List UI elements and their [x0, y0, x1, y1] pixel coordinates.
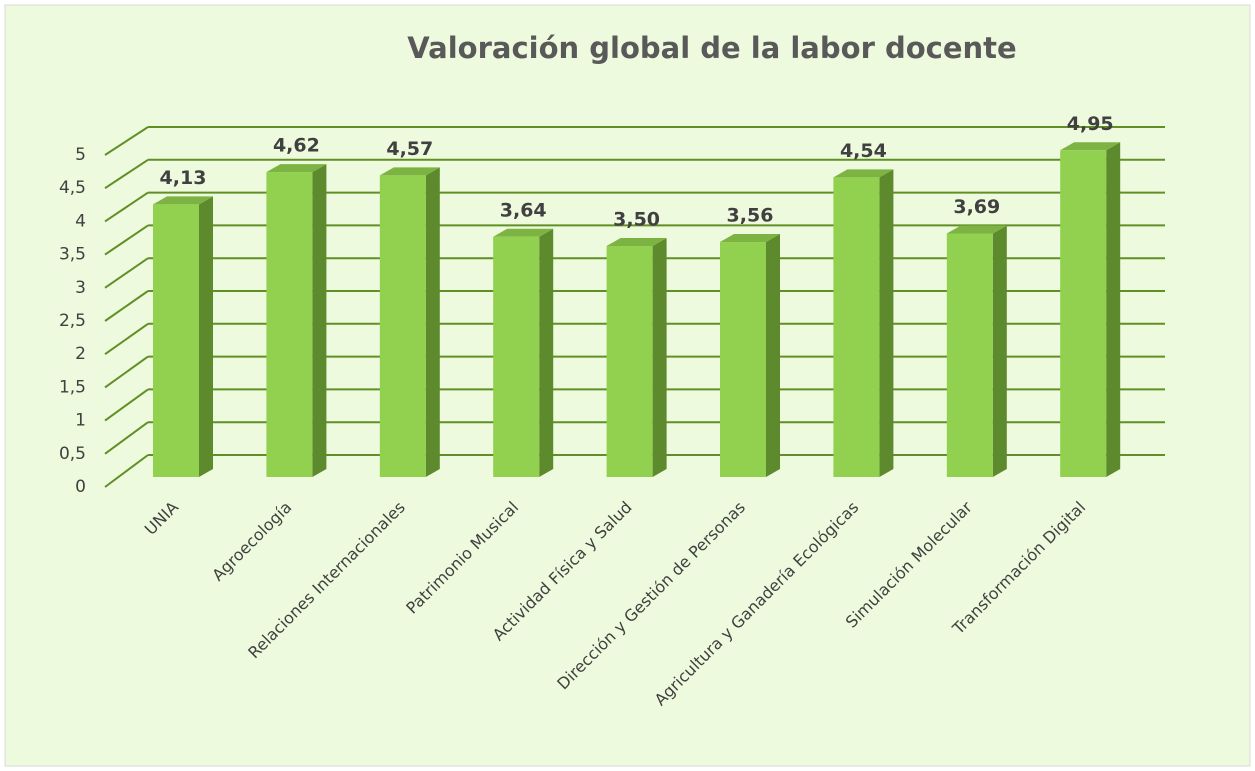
value-label: 3,56	[727, 205, 774, 227]
grid-line-side	[104, 454, 149, 488]
y-tick-label: 3	[75, 278, 86, 298]
value-label: 4,62	[273, 135, 320, 157]
bar	[720, 242, 766, 477]
grid-line-side	[104, 355, 149, 389]
grid-line-side	[104, 126, 149, 156]
value-label: 3,69	[953, 196, 1000, 218]
bar-side	[199, 196, 213, 478]
bar-top	[266, 164, 327, 173]
y-tick-label: 2,5	[59, 311, 86, 331]
bar-side	[766, 234, 780, 477]
bar-top	[379, 167, 440, 176]
bar-side	[652, 238, 667, 477]
bar-top	[153, 196, 213, 205]
y-tick-label: 4	[75, 211, 86, 231]
grid-line-side	[104, 257, 149, 289]
value-label: 4,13	[160, 167, 207, 189]
bar-side	[992, 225, 1007, 477]
y-tick-label: 3,5	[59, 245, 86, 265]
y-tick-label: 0,5	[59, 444, 86, 464]
value-label: 3,50	[613, 209, 660, 231]
value-label: 4,57	[386, 138, 433, 160]
bar-side	[1106, 142, 1121, 478]
bar-side	[312, 164, 327, 477]
y-tick-label: 2	[75, 344, 86, 364]
bar-top	[606, 238, 667, 246]
bar	[946, 233, 993, 477]
y-tick-label: 1	[75, 411, 86, 431]
bar	[153, 204, 199, 478]
grid-line-side	[104, 158, 149, 190]
grid-line-side	[104, 191, 149, 223]
bar-side	[879, 169, 894, 478]
bar-top	[1060, 142, 1121, 151]
bar	[606, 246, 653, 477]
value-label: 4,54	[840, 140, 887, 162]
bar-top	[493, 228, 554, 237]
grid-line-side	[104, 290, 149, 322]
bar	[266, 172, 313, 477]
y-tick-label: 5	[75, 145, 86, 165]
bar-top	[833, 169, 894, 178]
bar-side	[425, 167, 440, 477]
chart-title: Valoración global de la labor docente	[407, 31, 1016, 65]
bar	[833, 177, 880, 478]
bar	[1060, 150, 1107, 478]
y-tick-label: 0	[75, 477, 86, 497]
grid-line-side	[104, 388, 149, 422]
grid-line-side	[104, 421, 149, 455]
bar-side	[539, 228, 554, 477]
bar	[493, 236, 540, 477]
value-label: 4,95	[1067, 113, 1114, 135]
y-tick-label: 4,5	[59, 178, 86, 198]
bar	[379, 175, 426, 477]
y-tick-label: 1,5	[59, 377, 86, 397]
bar-top	[946, 225, 1007, 234]
bar-top	[720, 234, 780, 243]
grid-line-side	[104, 322, 149, 356]
value-label: 3,64	[500, 199, 547, 221]
grid-line-side	[104, 224, 149, 256]
